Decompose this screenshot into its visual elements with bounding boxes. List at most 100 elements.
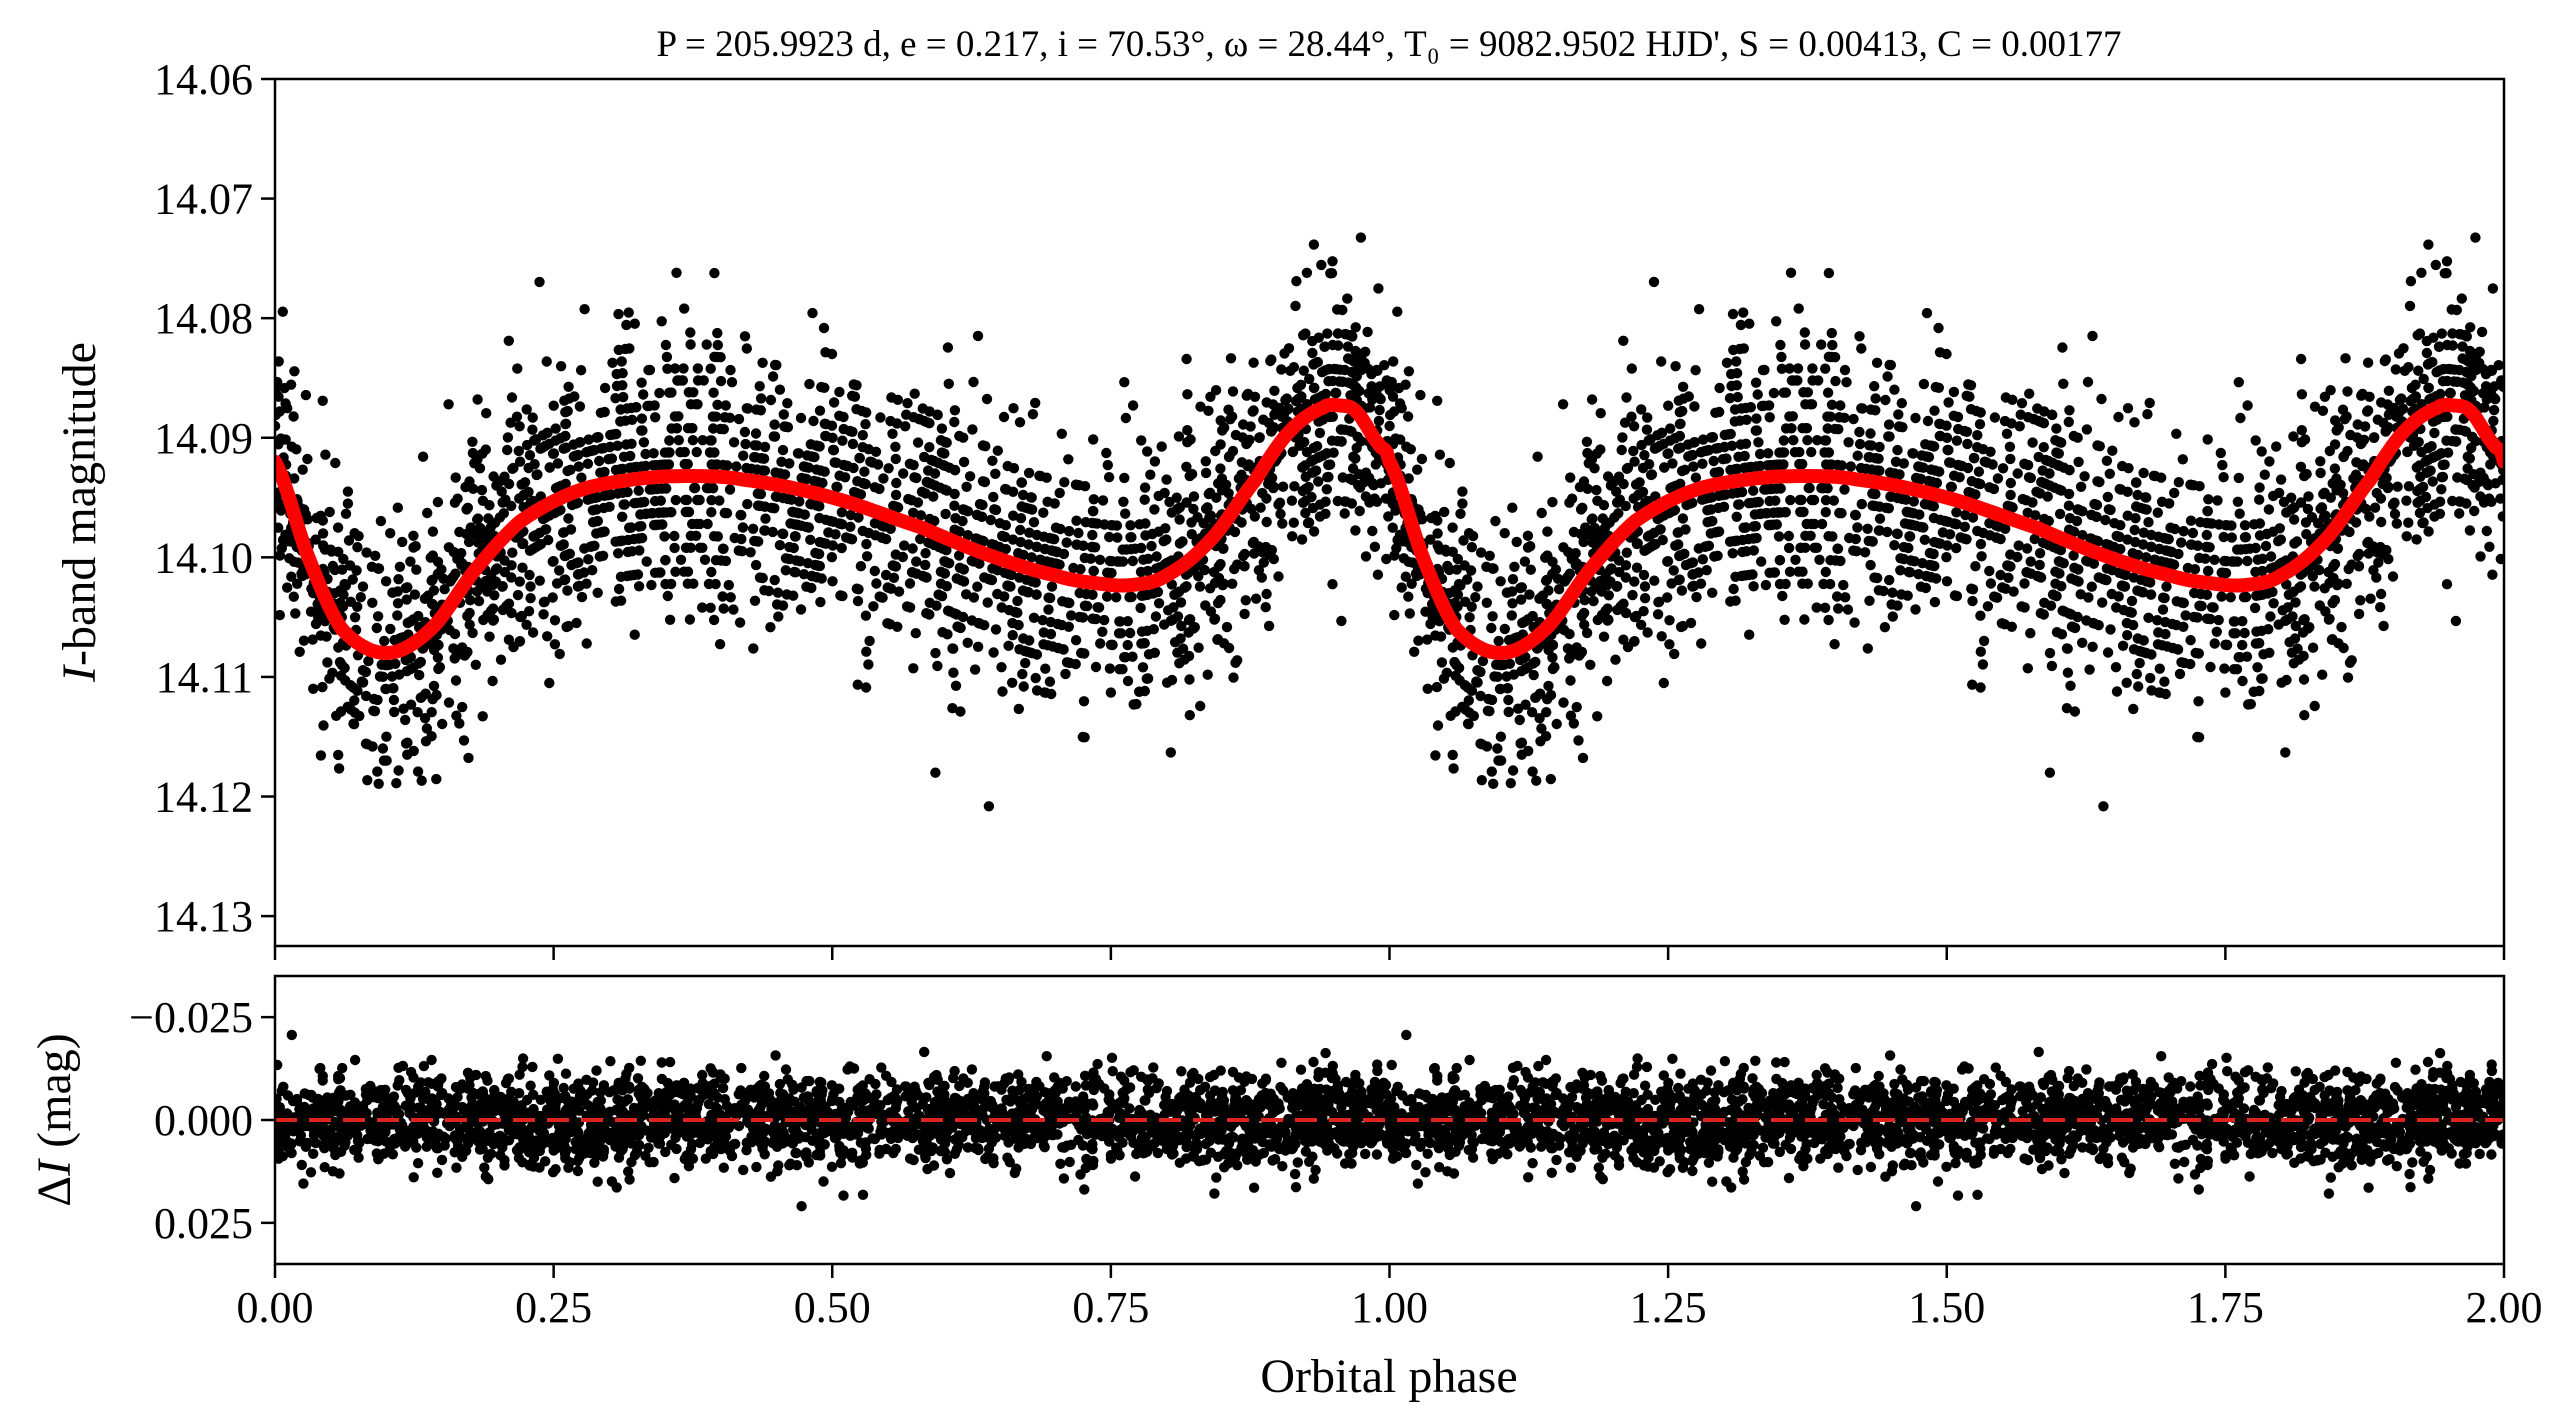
data-point bbox=[1892, 528, 1903, 540]
data-point bbox=[2195, 588, 2206, 600]
data-point bbox=[2056, 581, 2067, 592]
data-point bbox=[699, 554, 711, 565]
data-point bbox=[521, 619, 532, 630]
data-point bbox=[939, 460, 950, 471]
data-point bbox=[514, 421, 525, 432]
data-point bbox=[2320, 606, 2331, 617]
data-point bbox=[798, 569, 810, 580]
data-point bbox=[741, 343, 752, 354]
data-point bbox=[1189, 622, 1201, 633]
data-point bbox=[1910, 412, 1921, 424]
data-point bbox=[2058, 378, 2069, 389]
data-point bbox=[794, 556, 806, 567]
data-point bbox=[527, 424, 538, 435]
data-point bbox=[1516, 582, 1528, 593]
data-point bbox=[527, 627, 539, 638]
data-point bbox=[820, 430, 832, 442]
data-point bbox=[1302, 517, 1314, 529]
data-point bbox=[560, 574, 571, 585]
data-point bbox=[1713, 526, 1725, 537]
data-point bbox=[1136, 435, 1147, 446]
data-point bbox=[570, 498, 581, 509]
data-point bbox=[877, 592, 888, 603]
data-point bbox=[1014, 417, 1026, 428]
data-point bbox=[1754, 448, 1766, 460]
data-point bbox=[1503, 706, 1514, 718]
data-point bbox=[1785, 267, 1797, 278]
data-point bbox=[1639, 593, 1651, 604]
data-point bbox=[1472, 581, 1483, 592]
data-point bbox=[340, 579, 351, 591]
data-point bbox=[1750, 497, 1761, 508]
data-point bbox=[280, 434, 291, 445]
data-point bbox=[427, 574, 438, 585]
data-point bbox=[949, 500, 960, 511]
data-point bbox=[2209, 638, 2220, 649]
data-point bbox=[890, 489, 902, 501]
data-point bbox=[1705, 528, 1717, 539]
data-point bbox=[2288, 514, 2300, 525]
data-point bbox=[638, 389, 649, 400]
data-point bbox=[450, 472, 461, 483]
data-point bbox=[1301, 267, 1313, 278]
data-point bbox=[2051, 543, 2063, 554]
data-point bbox=[2065, 680, 2076, 691]
data-point bbox=[702, 518, 713, 530]
data-point bbox=[774, 540, 786, 551]
data-point bbox=[305, 606, 317, 617]
data-point bbox=[1774, 459, 1785, 470]
data-point bbox=[352, 542, 363, 553]
data-point bbox=[1314, 427, 1326, 439]
data-point bbox=[1184, 710, 1196, 721]
data-point bbox=[389, 634, 400, 646]
data-point bbox=[1142, 673, 1154, 684]
data-point bbox=[1658, 677, 1670, 689]
data-point bbox=[1756, 400, 1768, 412]
data-point bbox=[1913, 569, 1924, 580]
data-point bbox=[576, 591, 588, 603]
data-point bbox=[1360, 551, 1372, 562]
data-point bbox=[2256, 446, 2267, 457]
data-point bbox=[1117, 664, 1128, 675]
data-point bbox=[1689, 437, 1701, 448]
data-point bbox=[1667, 481, 1679, 493]
data-point bbox=[1821, 459, 1832, 470]
data-point bbox=[1113, 628, 1125, 639]
data-point bbox=[685, 542, 696, 553]
data-point bbox=[2046, 660, 2058, 672]
data-point bbox=[1013, 548, 1024, 559]
data-point bbox=[1925, 440, 1937, 451]
data-point bbox=[1898, 458, 1910, 469]
data-point bbox=[2426, 393, 2437, 404]
data-point bbox=[2149, 554, 2160, 565]
data-point bbox=[452, 553, 463, 565]
data-point bbox=[1724, 393, 1736, 404]
data-point bbox=[1007, 630, 1018, 641]
data-point bbox=[987, 455, 998, 466]
data-point bbox=[1297, 497, 1309, 508]
data-point bbox=[621, 403, 633, 414]
data-point bbox=[2097, 597, 2108, 608]
data-point bbox=[2201, 541, 2213, 553]
data-point bbox=[2387, 499, 2399, 510]
data-point bbox=[2362, 357, 2374, 368]
data-point bbox=[1462, 574, 1473, 585]
data-point bbox=[1965, 380, 1977, 391]
data-point bbox=[1582, 447, 1593, 459]
data-point bbox=[2304, 622, 2315, 633]
data-point bbox=[2436, 484, 2447, 495]
data-point bbox=[2365, 593, 2376, 604]
data-point bbox=[1830, 375, 1841, 387]
data-point bbox=[371, 622, 382, 634]
data-point bbox=[1762, 448, 1774, 459]
data-point bbox=[587, 565, 598, 576]
data-point bbox=[2038, 418, 2050, 429]
data-point bbox=[2091, 511, 2102, 522]
data-point bbox=[1043, 592, 1054, 603]
data-point bbox=[2152, 507, 2163, 518]
data-point bbox=[1895, 565, 1906, 576]
data-point bbox=[401, 666, 413, 677]
data-point bbox=[1400, 571, 1412, 582]
data-point bbox=[1814, 554, 1825, 565]
data-point bbox=[2288, 431, 2299, 442]
